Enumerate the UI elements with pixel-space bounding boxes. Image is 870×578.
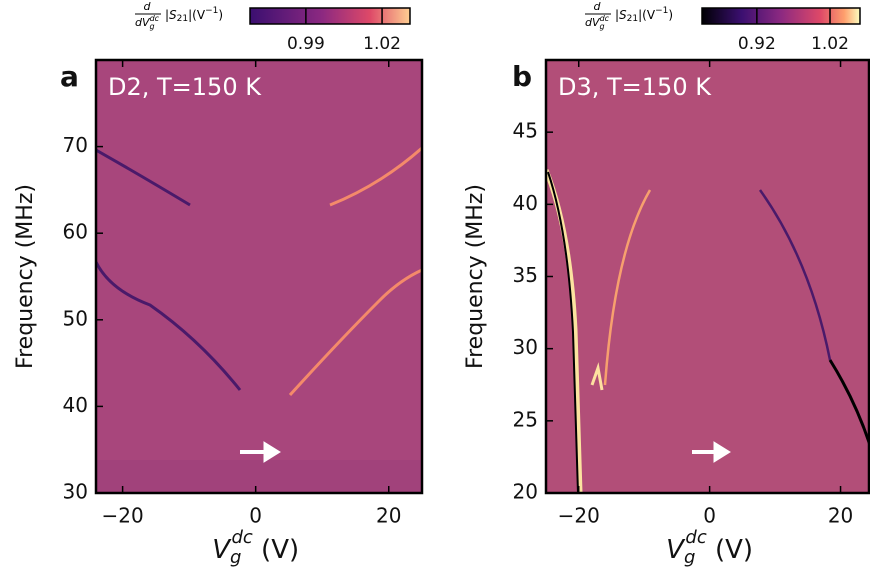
x-label-unit: (V) — [707, 535, 753, 565]
decoration — [96, 146, 870, 493]
den-sup: dc — [600, 14, 610, 23]
den-main: dV — [585, 16, 601, 29]
y-tick-label: 40 — [63, 393, 88, 417]
x-tick-label: −20 — [102, 504, 144, 528]
y-tick-label: 70 — [63, 133, 88, 157]
x-tick-label: 20 — [376, 504, 401, 528]
y-tick-label: 30 — [513, 335, 538, 359]
y-tick-label: 40 — [513, 191, 538, 215]
heatmap — [546, 60, 870, 493]
rest-main: |S — [615, 8, 627, 22]
y-tick-label: 60 — [63, 220, 88, 244]
den-main: dV — [135, 16, 151, 29]
x-label-sup: dc — [231, 527, 252, 548]
rest-main: |S — [165, 8, 177, 22]
colorbar — [249, 7, 411, 25]
colorbar-label-numerator: d — [144, 0, 152, 13]
axes: −20 0 20 30 40 50 60 70 a D2, T=150 K Frequency (M… — [13, 0, 424, 568]
colorbar-label-denominator: dVgdc — [135, 14, 160, 31]
y-tick-label: 30 — [63, 480, 88, 504]
den-sup: dc — [150, 14, 160, 23]
rest-sub: 21 — [177, 14, 188, 24]
x-tick-label: 0 — [249, 504, 262, 528]
y-tick-label: 50 — [63, 306, 88, 330]
y-axis-label: Frequency (MHz) — [13, 184, 38, 369]
rest-sub: 21 — [627, 14, 638, 24]
colorbar-tick-label: 1.02 — [363, 34, 401, 54]
heatmap — [96, 60, 422, 493]
y-tick-label: 25 — [513, 407, 538, 431]
x-label-sub: g — [684, 547, 695, 568]
colorbar-label-numerator: d — [594, 0, 602, 13]
den-sub: g — [150, 22, 155, 31]
colorbar-tick-label: 0.99 — [287, 34, 325, 54]
panel-label: a — [60, 60, 79, 93]
rest-tail: |(V — [638, 8, 656, 22]
x-label-sup: dc — [685, 527, 706, 548]
x-label-symbol: V — [212, 535, 232, 565]
panel — [96, 60, 422, 493]
rest-sup: −1 — [205, 6, 218, 16]
panel-title: D3, T=150 K — [558, 73, 712, 101]
rest-sup: −1 — [655, 6, 668, 16]
axes: −20 0 20 20 25 30 35 40 45 b D3, T=150 K Frequency … — [463, 0, 870, 568]
colorbar-tick-label: 1.02 — [811, 34, 849, 54]
frame — [94, 58, 424, 495]
x-axis-label: Vgdc (V) — [666, 527, 753, 568]
x-tick-label: 0 — [703, 504, 716, 528]
x-tick-label: −20 — [558, 504, 600, 528]
colorbar-label-denominator: dVgdc — [585, 14, 610, 31]
arrow — [240, 441, 731, 463]
panel-label: b — [512, 60, 532, 93]
colorbar-tick-label: 0.92 — [738, 34, 776, 54]
heatmap-features-a — [96, 146, 422, 493]
den-sub: g — [600, 22, 605, 31]
y-axis-label: Frequency (MHz) — [463, 184, 488, 369]
rest-end: ) — [218, 8, 223, 22]
colorbar-label-rest: |S21|(V−1) — [615, 6, 673, 24]
heatmap-features-b — [546, 169, 870, 493]
x-label-unit: (V) — [253, 535, 299, 565]
y-tick-label: 45 — [513, 119, 538, 143]
x-axis-label: Vgdc (V) — [212, 527, 299, 568]
colorbar — [701, 7, 861, 25]
panel — [546, 60, 870, 493]
panel-title: D2, T=150 K — [108, 73, 262, 101]
colorbar-label-rest: |S21|(V−1) — [165, 6, 223, 24]
y-tick-label: 20 — [513, 480, 538, 504]
x-label-symbol: V — [666, 535, 686, 565]
x-label-sub: g — [230, 547, 241, 568]
x-tick-label: 20 — [828, 504, 853, 528]
y-tick-label: 35 — [513, 263, 538, 287]
rest-tail: |(V — [188, 8, 206, 22]
rest-end: ) — [668, 8, 673, 22]
